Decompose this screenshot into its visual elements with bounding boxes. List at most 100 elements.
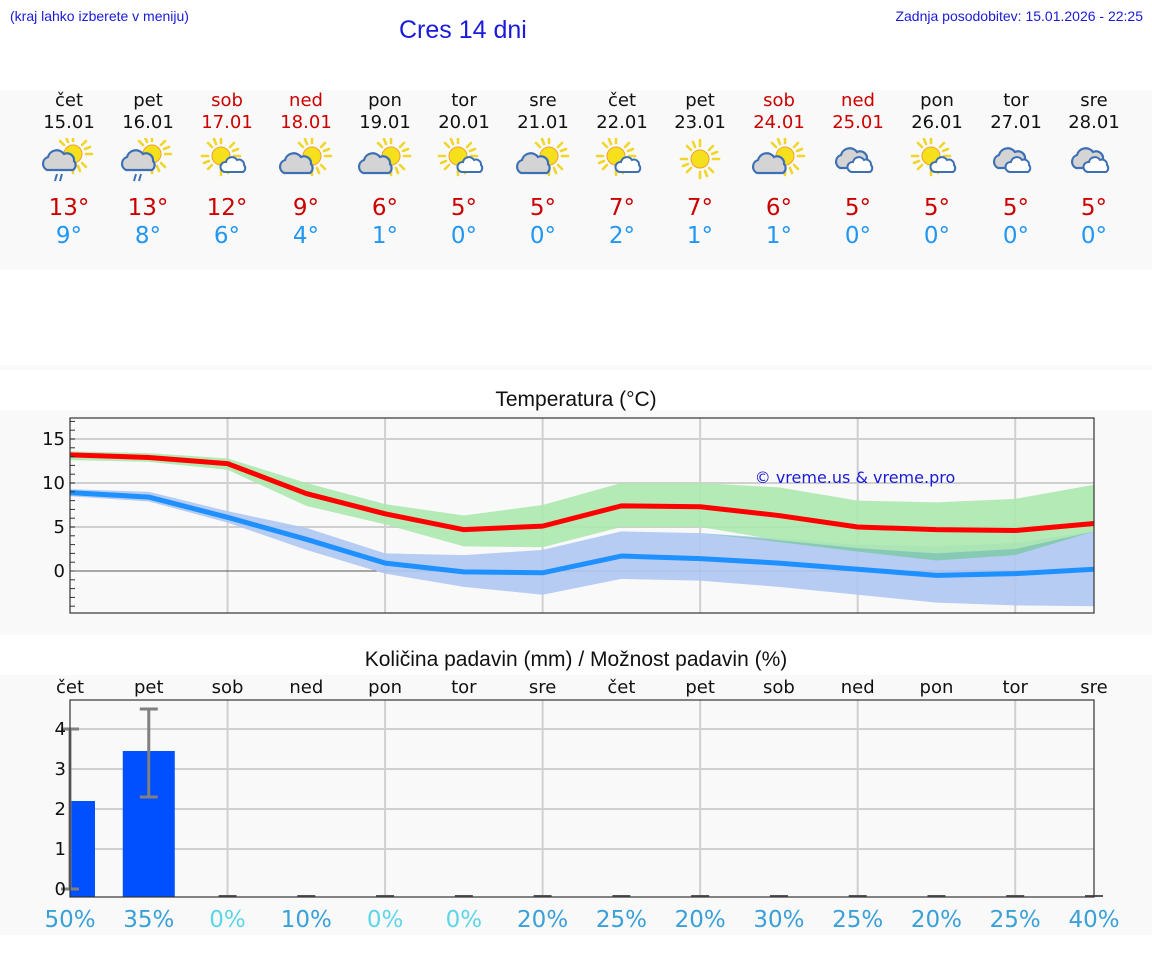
day-column[interactable]: čet 15.01 13° 9° [30, 90, 108, 250]
min-temp: 0° [1080, 223, 1108, 249]
sun-cloud-rain-icon [120, 133, 173, 182]
max-temp: 13° [48, 195, 90, 221]
day-column[interactable]: tor 20.01 5° 0° [425, 90, 503, 250]
precip-bar [70, 801, 95, 897]
day-column[interactable]: ned 18.01 9° 4° [267, 90, 345, 250]
max-temp: 5° [450, 195, 478, 221]
plot-border [69, 699, 1095, 898]
sun-cloud-icon [357, 135, 412, 177]
y-tick-label: 4 [55, 719, 66, 740]
day-name: pon [368, 90, 402, 111]
day-column[interactable]: sre 21.01 5° 0° [504, 90, 582, 250]
min-temp: 8° [134, 223, 162, 249]
day-date: 17.01 [201, 112, 253, 133]
day-column[interactable]: pon 19.01 6° 1° [346, 90, 424, 250]
y-tick-label: 5 [54, 517, 65, 538]
last-updated: Zadnja posodobitev: 15.01.2026 - 22:25 [895, 8, 1143, 24]
day-label: pet [134, 677, 164, 698]
day-label: pon [920, 677, 954, 698]
day-column[interactable]: sre 28.01 5° 0° [1055, 90, 1133, 250]
day-name: pet [685, 90, 715, 111]
daily-forecast-panel [0, 90, 1152, 270]
day-date: 25.01 [832, 112, 884, 133]
day-column[interactable]: tor 27.01 5° 0° [977, 90, 1055, 250]
overcast-icon [992, 147, 1032, 173]
precipitation-chart: čet pet sob ned pon tor sre čet pet sob ned pon tor s… [44, 677, 1119, 933]
y-tick-label: 10 [42, 473, 65, 494]
precip-probability: 20% [517, 907, 568, 933]
min-temp: 9° [55, 223, 83, 249]
precip-probability: 25% [832, 907, 883, 933]
y-tick-label: 2 [55, 799, 66, 820]
day-date: 23.01 [674, 112, 726, 133]
page-title: Cres 14 dni [399, 16, 527, 44]
day-date: 26.01 [911, 112, 963, 133]
day-name: sob [211, 90, 243, 111]
precip-probability: 0% [209, 907, 246, 933]
y-tick-label: 0 [54, 561, 65, 582]
day-date: 21.01 [517, 112, 569, 133]
day-name: ned [289, 90, 323, 111]
day-name: tor [1003, 90, 1029, 111]
max-temp-range-band [70, 451, 1094, 554]
day-label: sre [529, 677, 556, 698]
max-temp: 5° [529, 195, 557, 221]
min-temp: 1° [371, 223, 399, 249]
min-temp: 0° [1002, 223, 1030, 249]
day-column[interactable]: sob 24.01 6° 1° [740, 90, 818, 250]
max-temp: 5° [1002, 195, 1030, 221]
max-temp: 5° [1080, 195, 1108, 221]
day-label: sre [1080, 677, 1107, 698]
day-column[interactable]: pon 26.01 5° 0° [898, 90, 976, 250]
temperature-chart: 15 10 5 0 © vreme.us & vreme.pro [42, 417, 1095, 614]
y-tick-label: 1 [55, 839, 66, 860]
day-label: pet [685, 677, 715, 698]
min-temp: 0° [923, 223, 951, 249]
sun-cloud-icon [515, 135, 570, 177]
sun-small-cloud-icon [437, 135, 484, 177]
sun-cloud-icon [751, 135, 806, 177]
daily-forecast-row: čet 15.01 13° 9° pet 16.01 13° 8° sob 17… [0, 90, 1152, 270]
location-menu-hint: (kraj lahko izberete v meniju) [10, 8, 189, 24]
precip-probability: 10% [281, 907, 332, 933]
y-tick-label: 15 [42, 429, 65, 450]
day-column[interactable]: sob 17.01 12° 6° [188, 90, 266, 250]
day-date: 15.01 [43, 112, 95, 133]
precip-probability: 50% [44, 907, 95, 933]
day-label: sob [763, 677, 795, 698]
day-column[interactable]: pet 16.01 13° 8° [109, 90, 187, 250]
sun-small-cloud-icon [200, 135, 247, 177]
day-date: 16.01 [122, 112, 174, 133]
day-date: 18.01 [280, 112, 332, 133]
max-temp: 5° [923, 195, 951, 221]
day-date: 22.01 [596, 112, 648, 133]
min-temp: 1° [686, 223, 714, 249]
max-temp-line [69, 452, 1095, 534]
max-temp: 13° [127, 195, 169, 221]
min-temp: 0° [529, 223, 557, 249]
y-tick-label: 3 [55, 759, 66, 780]
day-label: tor [1002, 677, 1028, 698]
sun-cloud-icon [278, 135, 333, 177]
day-column[interactable]: pet 23.01 7° 1° [661, 90, 739, 250]
day-label: pon [368, 677, 402, 698]
y-tick-label: 0 [55, 879, 66, 900]
overcast-icon [1070, 147, 1110, 173]
sun-icon [679, 138, 721, 180]
max-temp: 5° [844, 195, 872, 221]
min-temp: 1° [765, 223, 793, 249]
day-name: pet [133, 90, 163, 111]
day-date: 24.01 [753, 112, 805, 133]
day-label: tor [451, 677, 477, 698]
min-temp: 4° [292, 223, 320, 249]
day-name: pon [920, 90, 954, 111]
day-column[interactable]: čet 22.01 7° 2° [583, 90, 661, 250]
day-date: 27.01 [990, 112, 1042, 133]
temperature-chart-title: Temperatura (°C) [495, 388, 657, 411]
min-temp: 0° [844, 223, 872, 249]
precip-probability: 40% [1068, 907, 1119, 933]
day-column[interactable]: ned 25.01 5° 0° [819, 90, 897, 250]
day-label: ned [289, 677, 323, 698]
overlap-band [70, 489, 1094, 561]
precip-probability: 30% [753, 907, 804, 933]
